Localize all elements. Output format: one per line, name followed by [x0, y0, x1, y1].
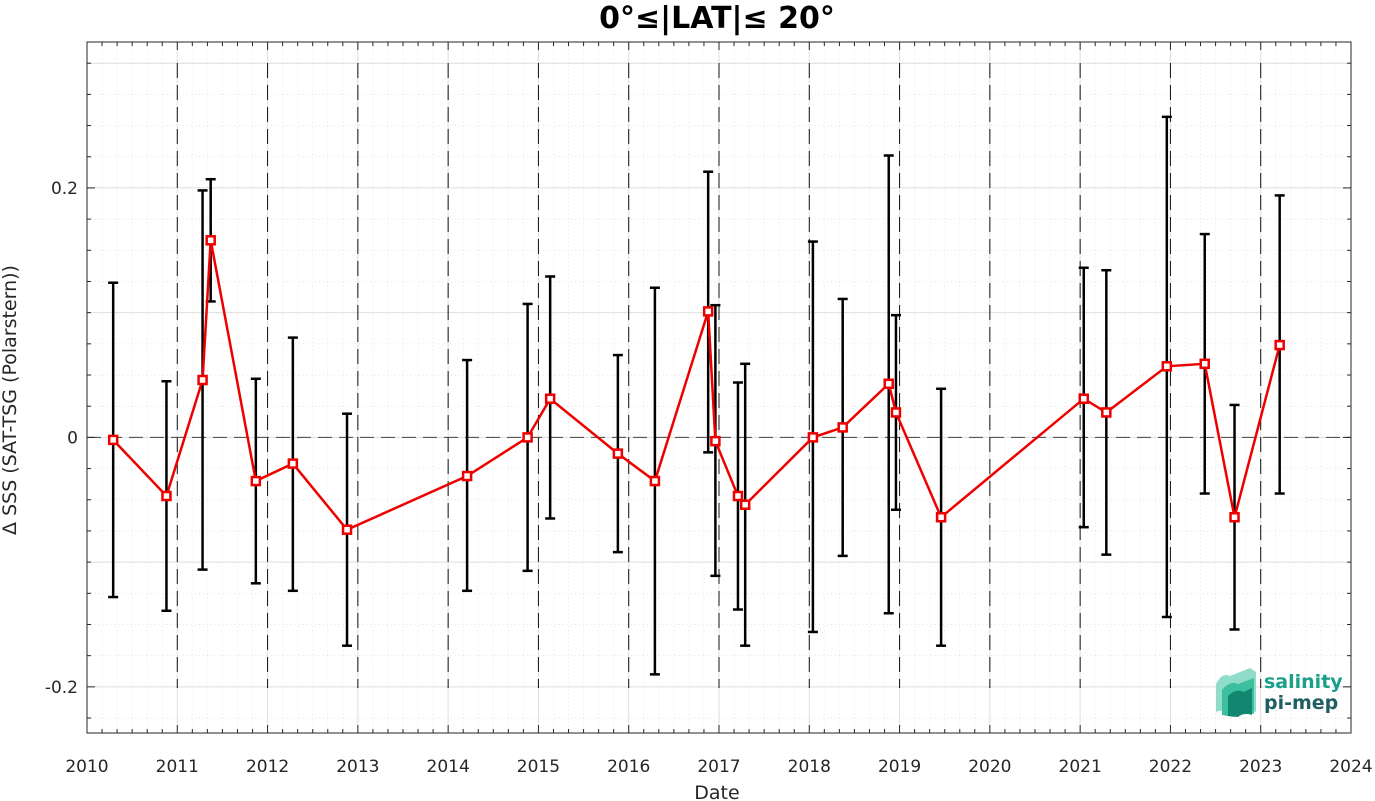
data-point — [250, 475, 262, 487]
x-tick-label: 2018 — [788, 757, 831, 777]
x-tick-label: 2024 — [1329, 757, 1372, 777]
data-point — [1199, 358, 1210, 370]
data-point — [161, 490, 172, 502]
x-tick-label: 2016 — [607, 757, 650, 777]
x-tick-label: 2017 — [697, 757, 740, 777]
data-point — [287, 458, 299, 469]
data-point — [341, 524, 353, 535]
data-point — [1078, 393, 1090, 404]
year-boundary-lines — [176, 63, 1262, 688]
salinity-pi-mep-logo: salinity pi-mep — [1216, 668, 1343, 717]
data-point — [197, 374, 208, 386]
data-point — [1161, 361, 1173, 372]
axis-ticks — [86, 42, 1352, 733]
data-point — [935, 511, 947, 523]
data-point — [890, 407, 902, 418]
y-tick-label: 0.2 — [51, 179, 78, 199]
x-tick-label: 2022 — [1149, 757, 1192, 777]
y-axis-label: Δ SSS (SAT-TSG (Polarstern)) — [0, 265, 21, 535]
data-points — [107, 235, 1285, 535]
data-point — [1101, 407, 1112, 418]
x-tick-label: 2014 — [427, 757, 470, 777]
data-point — [461, 470, 473, 482]
data-point — [732, 490, 744, 502]
x-tick-label: 2011 — [156, 757, 199, 777]
data-point — [702, 306, 714, 317]
x-axis-label: Date — [694, 782, 739, 801]
data-point — [649, 475, 661, 487]
data-point — [1229, 511, 1240, 523]
data-point — [544, 393, 556, 404]
x-tick-label: 2013 — [336, 757, 379, 777]
y-axis-tick-labels: -0.2 0 0.2 — [45, 179, 78, 698]
logo-text-pi-mep: pi-mep — [1264, 692, 1338, 714]
data-point — [205, 235, 216, 246]
x-tick-label: 2020 — [968, 757, 1011, 777]
x-tick-label: 2023 — [1239, 757, 1282, 777]
data-point — [807, 432, 819, 443]
data-point — [883, 378, 894, 390]
data-point — [837, 422, 848, 433]
x-tick-label: 2021 — [1059, 757, 1102, 777]
data-point — [522, 432, 533, 443]
y-tick-label: 0 — [67, 428, 78, 448]
data-point — [739, 499, 751, 510]
x-tick-label: 2010 — [65, 757, 108, 777]
x-tick-label: 2019 — [878, 757, 921, 777]
logo-wave-icon — [1216, 668, 1256, 717]
data-point — [1274, 339, 1285, 351]
data-point — [107, 434, 119, 446]
data-point — [710, 435, 721, 447]
x-axis-tick-labels: 2010 2011 2012 2013 2014 2015 2016 2017 2018 2019… — [65, 757, 1372, 777]
logo-text-salinity: salinity — [1264, 671, 1343, 693]
y-tick-label: -0.2 — [45, 678, 78, 698]
chart-title: 0°≤|LAT|≤ 20° — [599, 1, 835, 36]
x-tick-label: 2012 — [246, 757, 289, 777]
data-point — [612, 448, 624, 459]
x-tick-label: 2015 — [517, 757, 560, 777]
